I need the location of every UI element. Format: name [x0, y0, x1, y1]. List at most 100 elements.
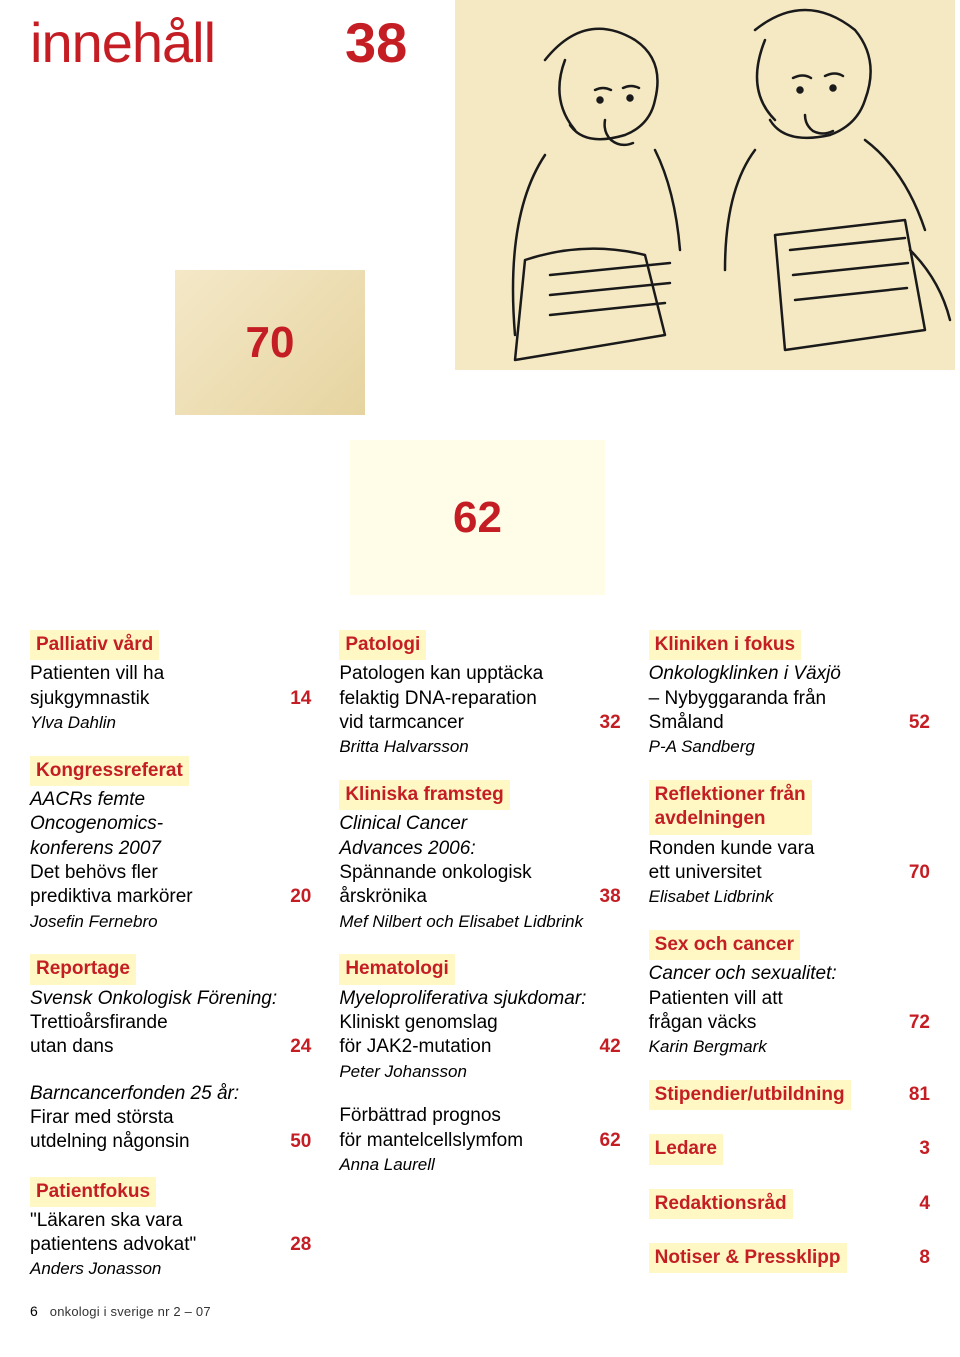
page-number: 42 [600, 1035, 621, 1059]
entry-mantelcellslymfom: Förbättrad prognos för mantelcellslymfom… [339, 1104, 620, 1175]
entry-notiser: Notiser & Pressklipp 8 [649, 1243, 930, 1275]
page-number: 38 [600, 885, 621, 909]
page-number: 52 [909, 711, 930, 735]
toc-column-2: Patologi Patologen kan upptäcka felaktig… [339, 630, 620, 1302]
page-number: 20 [290, 885, 311, 909]
entry-line: frågan väcks [649, 1011, 909, 1035]
entry-ledare: Ledare 3 [649, 1134, 930, 1166]
entry-line: Småland [649, 711, 909, 735]
entry-barncancerfonden: Barncancerfonden 25 år: Firar med störst… [30, 1082, 311, 1155]
entry-line: Patologen kan upptäcka [339, 662, 620, 686]
section-heading: Kliniska framsteg [339, 780, 509, 810]
page-number: 50 [290, 1130, 311, 1154]
entry-line: konferens 2007 [30, 837, 311, 861]
toc-column-3: Kliniken i fokus Onkologklinken i Växjö … [649, 630, 930, 1302]
entry-line: Kliniskt genomslag [339, 1011, 620, 1035]
entry-line: Myeloproliferativa sjukdomar: [339, 987, 620, 1011]
section-heading: Hematologi [339, 954, 454, 984]
page-number: 70 [909, 861, 930, 885]
page-number: 14 [290, 687, 311, 711]
section-heading: Stipendier/utbildning [649, 1080, 851, 1110]
entry-line: Ronden kunde vara [649, 837, 930, 861]
page-number: 4 [919, 1192, 930, 1216]
section-heading: Patologi [339, 630, 426, 660]
entry-patientfokus: Patientfokus "Läkaren ska vara patienten… [30, 1177, 311, 1281]
section-heading: Sex och cancer [649, 930, 800, 960]
section-heading: Palliativ vård [30, 630, 159, 660]
section-heading-line: Reflektioner från [655, 783, 806, 807]
footer-text: onkologi i sverige nr 2 – 07 [50, 1304, 211, 1319]
byline: Mef Nilbert och Elisabet Lidbrink [339, 911, 620, 933]
entry-line: för JAK2-mutation [339, 1035, 599, 1059]
entry-line: Trettioårsfirande [30, 1011, 311, 1035]
entry-line: för mantelcellslymfom [339, 1129, 599, 1153]
entry-line: Clinical Cancer [339, 812, 620, 836]
byline: Britta Halvarsson [339, 736, 620, 758]
entry-line: – Nybyggaranda från [649, 687, 930, 711]
byline: Ylva Dahlin [30, 712, 311, 734]
byline: Peter Johansson [339, 1061, 620, 1083]
entry-line: Spännande onkologisk [339, 861, 620, 885]
page-title: innehåll [30, 10, 215, 75]
section-heading: Reportage [30, 954, 136, 984]
entry-line: Oncogenomics- [30, 812, 311, 836]
section-heading: Redaktionsråd [649, 1189, 793, 1219]
entry-stipendier: Stipendier/utbildning 81 [649, 1080, 930, 1112]
entry-line: Förbättrad prognos [339, 1104, 620, 1128]
byline: Elisabet Lidbrink [649, 886, 930, 908]
entry-sex-och-cancer: Sex och cancer Cancer och sexualitet: Pa… [649, 930, 930, 1058]
page-title-number: 38 [345, 10, 407, 75]
entry-line: prediktiva markörer [30, 885, 290, 909]
entry-kongressreferat: Kongressreferat AACRs femte Oncogenomics… [30, 756, 311, 933]
entry-line: "Läkaren ska vara [30, 1209, 311, 1233]
entry-line: ett universitet [649, 861, 909, 885]
entry-kliniska-framsteg: Kliniska framsteg Clinical Cancer Advanc… [339, 780, 620, 932]
entry-palliativ-vard: Palliativ vård Patienten vill ha sjukgym… [30, 630, 311, 734]
page-number: 62 [600, 1129, 621, 1153]
page-number: 72 [909, 1011, 930, 1035]
page-footer: 6 onkologi i sverige nr 2 – 07 [30, 1303, 211, 1319]
entry-line: felaktig DNA-reparation [339, 687, 620, 711]
entry-line: Svensk Onkologisk Förening: [30, 987, 311, 1011]
thumbnail-70-label: 70 [246, 318, 295, 368]
section-heading: Kliniken i fokus [649, 630, 801, 660]
entry-line: Barncancerfonden 25 år: [30, 1082, 311, 1106]
entry-line: Det behövs fler [30, 861, 311, 885]
thumbnail-62: 62 [350, 440, 605, 595]
page-number: 24 [290, 1035, 311, 1059]
thumbnail-70: 70 [175, 270, 365, 415]
byline: Anna Laurell [339, 1154, 620, 1176]
page-number: 32 [600, 711, 621, 735]
entry-patologi: Patologi Patologen kan upptäcka felaktig… [339, 630, 620, 758]
entry-line: sjukgymnastik [30, 687, 290, 711]
section-heading: Ledare [649, 1134, 723, 1164]
entry-line: Onkologklinken i Växjö [649, 662, 930, 686]
toc-column-1: Palliativ vård Patienten vill ha sjukgym… [30, 630, 311, 1302]
section-heading: Kongressreferat [30, 756, 189, 786]
entry-reportage: Reportage Svensk Onkologisk Förening: Tr… [30, 954, 311, 1059]
footer-page-number: 6 [30, 1303, 38, 1319]
entry-line: patientens advokat" [30, 1233, 290, 1257]
byline: Karin Bergmark [649, 1036, 930, 1058]
entry-line: Firar med största [30, 1106, 311, 1130]
section-heading: Patientfokus [30, 1177, 156, 1207]
page-number: 81 [909, 1083, 930, 1107]
section-heading-line: avdelningen [655, 807, 806, 831]
byline: P-A Sandberg [649, 736, 930, 758]
entry-line: vid tarmcancer [339, 711, 599, 735]
entry-line: Patienten vill ha [30, 662, 311, 686]
thumbnail-62-label: 62 [453, 493, 502, 543]
entry-line: Patienten vill att [649, 987, 930, 1011]
entry-line: Cancer och sexualitet: [649, 962, 930, 986]
entry-reflektioner: Reflektioner från avdelningen Ronden kun… [649, 780, 930, 908]
toc-columns: Palliativ vård Patienten vill ha sjukgym… [30, 630, 930, 1302]
entry-line: AACRs femte [30, 788, 311, 812]
page-number: 3 [919, 1137, 930, 1161]
section-heading: Notiser & Pressklipp [649, 1243, 847, 1273]
entry-redaktionsrad: Redaktionsråd 4 [649, 1189, 930, 1221]
byline: Josefin Fernebro [30, 911, 311, 933]
entry-line: utan dans [30, 1035, 290, 1059]
entry-line: årskrönika [339, 885, 599, 909]
entry-line: utdelning någonsin [30, 1130, 290, 1154]
entry-kliniken-i-fokus: Kliniken i fokus Onkologklinken i Växjö … [649, 630, 930, 758]
